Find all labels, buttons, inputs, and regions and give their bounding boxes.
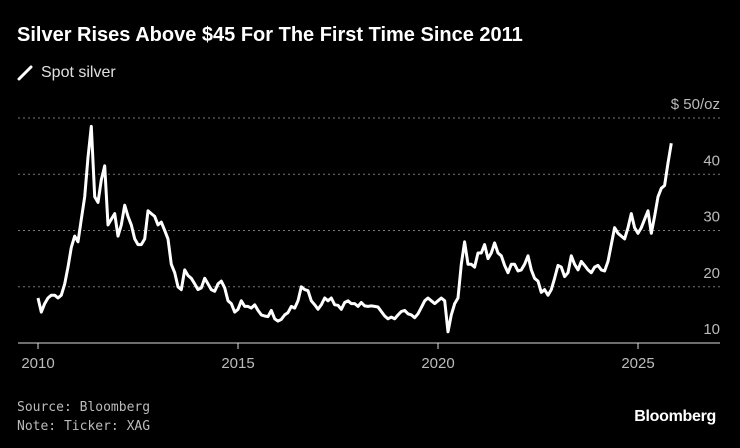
x-tick-label: 2020 bbox=[421, 355, 454, 372]
bloomberg-logo: Bloomberg bbox=[634, 408, 716, 425]
source-note: Source: Bloomberg bbox=[17, 400, 151, 415]
legend-label: Spot silver bbox=[41, 64, 116, 81]
line-swatch-icon bbox=[17, 65, 33, 81]
ticker-note: Note: Ticker: XAG bbox=[17, 419, 151, 434]
x-tick-label: 2015 bbox=[221, 355, 254, 372]
footer: Source: Bloomberg Note: Ticker: XAG bbox=[17, 398, 150, 436]
y-tick-label: 10 bbox=[703, 321, 720, 338]
x-tick-label: 2010 bbox=[21, 355, 54, 372]
y-tick-label: 30 bbox=[703, 209, 720, 226]
series-line-spot-silver bbox=[36, 124, 673, 334]
legend: Spot silver bbox=[17, 64, 116, 82]
chart-title: Silver Rises Above $45 For The First Tim… bbox=[17, 24, 523, 46]
x-tick-label: 2025 bbox=[621, 355, 654, 372]
y-tick-label: 40 bbox=[703, 152, 720, 169]
y-tick-label: 20 bbox=[703, 265, 720, 282]
y-tick-label: $ 50/oz bbox=[671, 96, 720, 113]
